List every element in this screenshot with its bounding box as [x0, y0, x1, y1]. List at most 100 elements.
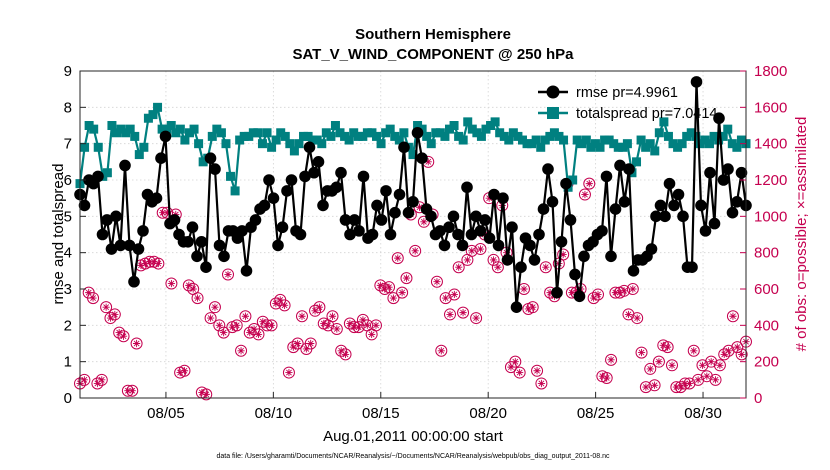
- totalspread-point: [308, 135, 318, 145]
- obs-asterisk-mark: [150, 258, 158, 266]
- obs-asterisk-mark: [267, 321, 276, 329]
- obs-asterisk-mark: [668, 361, 676, 369]
- obs-circle-mark: [335, 344, 348, 357]
- obs-point: [696, 359, 709, 372]
- totalspread-point: [326, 131, 336, 141]
- obs-asterisk-mark: [224, 270, 232, 279]
- rmse-point: [600, 170, 613, 183]
- obs-asterisk-mark: [215, 321, 223, 329]
- totalspread-point: [495, 128, 505, 138]
- obs-asterisk-mark: [681, 379, 689, 388]
- totalspread-point: [330, 121, 340, 130]
- obs-point: [282, 366, 295, 379]
- obs-circle-mark: [391, 252, 404, 265]
- rmse-point: [186, 221, 199, 234]
- totalspread-point: [216, 128, 226, 138]
- obs-circle-mark: [239, 310, 252, 323]
- obs-point: [339, 348, 352, 361]
- totalspread-point: [659, 117, 669, 127]
- rmse-point: [105, 243, 118, 255]
- obs-circle-mark: [370, 319, 382, 332]
- obs-asterisk-mark: [537, 379, 546, 388]
- totalspread-point: [171, 128, 181, 138]
- obs-point: [78, 373, 91, 386]
- obs-circle-mark: [605, 353, 618, 366]
- x-tick-label: 08/25: [577, 405, 615, 422]
- rmse-point: [546, 196, 559, 208]
- obs-point: [683, 377, 696, 390]
- rmse-point: [452, 228, 464, 241]
- obs-point: [278, 299, 291, 312]
- rmse-point: [272, 239, 284, 252]
- obs-asterisk-mark: [468, 247, 476, 255]
- rmse-point: [618, 196, 631, 208]
- totalspread-point: [244, 131, 254, 141]
- obs-asterisk-mark: [707, 358, 715, 366]
- obs-circle-mark: [409, 244, 422, 257]
- totalspread-point: [435, 128, 445, 138]
- obs-asterisk-mark: [446, 310, 454, 319]
- obs-point: [578, 188, 591, 201]
- totalspread-point: [695, 139, 705, 149]
- totalspread-point: [517, 135, 527, 145]
- totalspread-point: [595, 142, 605, 152]
- y-axis-ticks: 0 1 2 3 4 5 6 7 8 9: [64, 63, 86, 407]
- totalspread-point: [207, 131, 217, 141]
- chart-title: Southern Hemisphere: [355, 26, 511, 43]
- y-axis-label: rmse and totalspread: [50, 164, 67, 305]
- obs-point: [383, 281, 396, 294]
- legend-rmse-marker: [546, 85, 560, 99]
- totalspread-point: [226, 171, 236, 181]
- obs-asterisk-mark: [415, 203, 424, 211]
- obs-circle-mark: [713, 359, 726, 372]
- rmse-point: [312, 156, 325, 168]
- obs-circle-mark: [474, 243, 487, 256]
- obs-asterisk-mark: [111, 310, 119, 319]
- obs-asterisk-mark: [655, 358, 663, 366]
- obs-circle-mark: [583, 177, 596, 190]
- obs-circle-mark: [430, 275, 443, 288]
- obs-circle-mark: [661, 341, 674, 354]
- obs-circle-mark: [666, 359, 678, 372]
- obs-point: [635, 346, 648, 359]
- y-tick-label: 0: [64, 390, 72, 407]
- obs-point: [439, 292, 452, 305]
- obs-asterisk-mark: [85, 289, 93, 297]
- obs-asterisk-mark: [163, 209, 171, 217]
- right-tick-label: 1000: [754, 208, 787, 225]
- totalspread-point: [107, 121, 117, 130]
- rmse-point: [339, 214, 352, 226]
- obs-asterisk-mark: [716, 361, 724, 369]
- totalspread-point: [709, 131, 719, 141]
- rmse-point: [704, 166, 716, 179]
- rmse-point: [317, 199, 329, 212]
- obs-point: [605, 353, 618, 366]
- obs-point: [396, 286, 409, 299]
- totalspread-point: [317, 139, 327, 149]
- obs-circle-mark: [117, 330, 130, 343]
- totalspread-point: [130, 131, 140, 141]
- obs-circle-mark: [726, 310, 739, 323]
- obs-asterisk-mark: [698, 361, 707, 369]
- obs-circle-mark: [87, 292, 100, 305]
- totalspread-point: [253, 128, 263, 138]
- obs-asterisk-mark: [690, 347, 698, 355]
- obs-asterisk-mark: [437, 347, 445, 355]
- totalspread-point: [198, 157, 208, 167]
- rmse-series: [74, 76, 752, 313]
- obs-circle-mark: [108, 308, 121, 321]
- obs-asterisk-mark: [489, 256, 498, 264]
- obs-circle-mark: [182, 279, 195, 292]
- rmse-point: [407, 196, 419, 208]
- rmse-point: [722, 163, 734, 175]
- obs-circle-mark: [626, 283, 639, 295]
- rmse-point: [294, 228, 307, 241]
- totalspread-point: [609, 139, 619, 149]
- obs-point: [387, 292, 400, 305]
- obs-circle-mark: [444, 308, 456, 321]
- totalspread-point: [527, 139, 537, 149]
- obs-circle-mark: [387, 292, 400, 305]
- obs-asterisk-mark: [511, 358, 519, 366]
- rmse-point: [708, 217, 721, 230]
- obs-point: [161, 206, 174, 219]
